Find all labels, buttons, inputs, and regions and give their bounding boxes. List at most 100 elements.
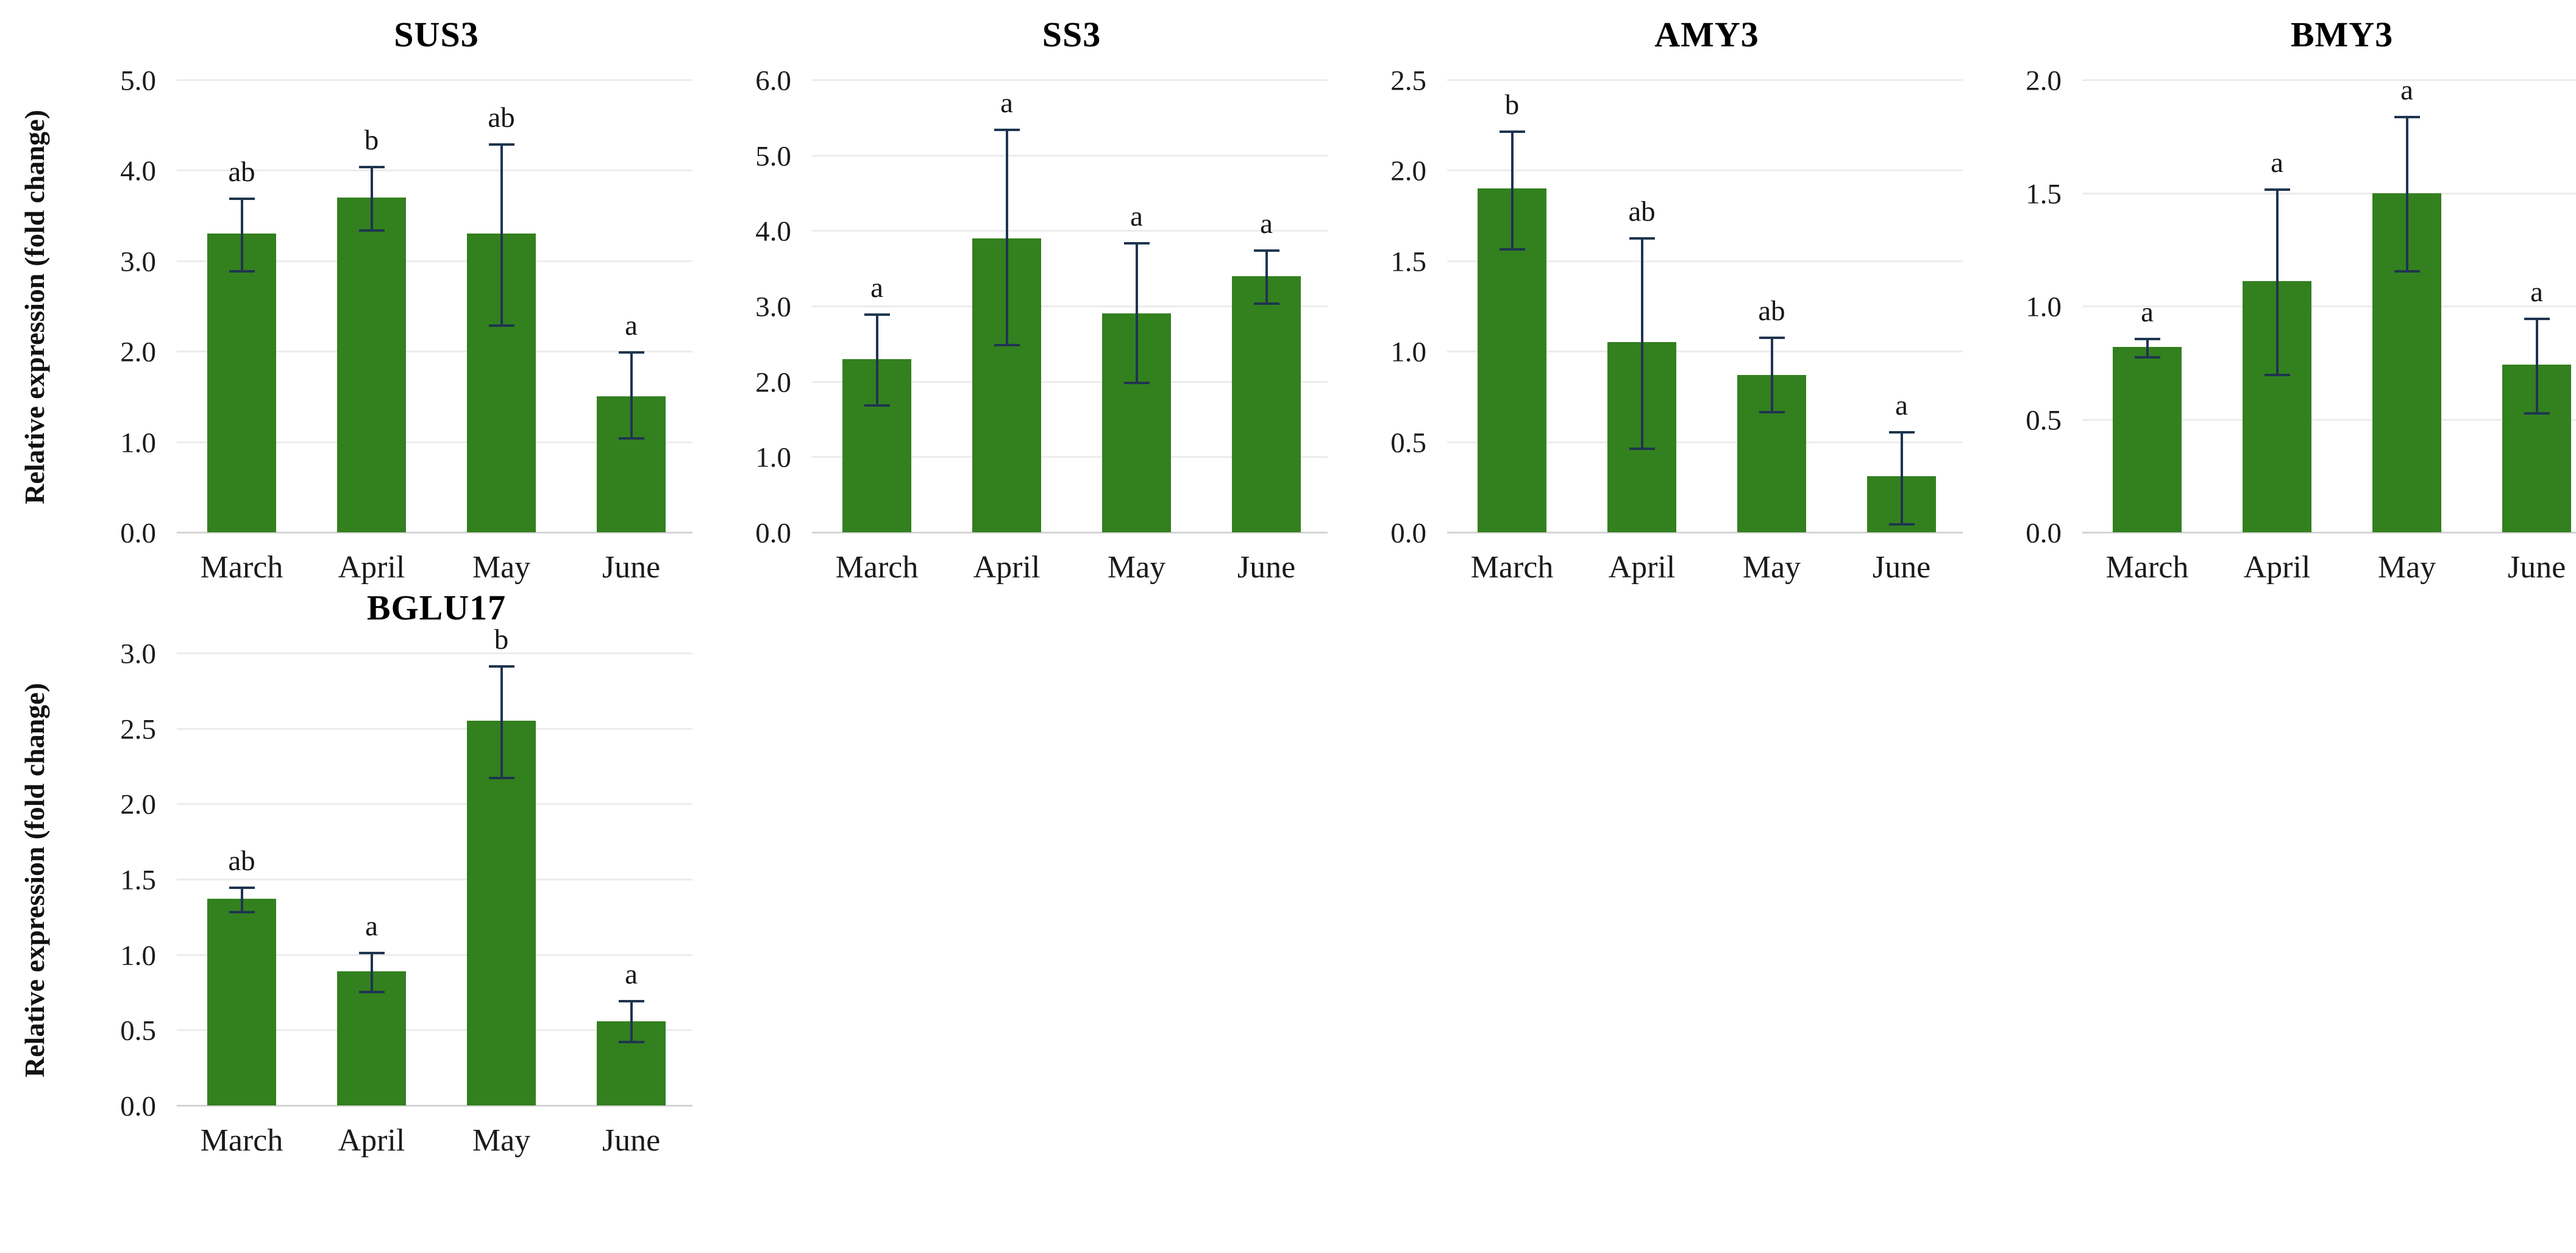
gridline (177, 652, 692, 654)
bar-april (337, 971, 406, 1105)
gridline (812, 305, 1328, 307)
error-bar-cap-top (358, 951, 385, 954)
bar-may (467, 721, 536, 1105)
error-bar-line (1135, 243, 1138, 383)
gridline (177, 727, 692, 730)
error-bar-cap-bottom (994, 343, 1020, 346)
y-tick-label: 3.0 (120, 638, 156, 670)
gridline (177, 879, 692, 880)
chart-body: Relative expression (fold change) 0.0 0.5… (11, 625, 696, 1157)
x-tick-label: June (1872, 550, 1931, 585)
chart-title-row: SS3 (702, 15, 1331, 81)
error-bar-cap-bottom (2394, 270, 2420, 273)
significance-letter: a (2271, 147, 2283, 179)
error-bar-cap-bottom (1888, 523, 1915, 526)
y-tick-label: 4.0 (120, 155, 156, 187)
error-bar-cap-bottom (229, 910, 255, 913)
error-bar-line (630, 1001, 633, 1042)
chart-body: 0.0 0.5 1.0 1.5 2.0 2.5 b March ab April ab May a Ju… (1337, 66, 1966, 584)
y-tick-label: 5.0 (120, 65, 156, 97)
significance-letter: ab (488, 101, 515, 134)
error-bar-line (240, 198, 243, 271)
plot-area: a March a April a May a June (2082, 76, 2576, 584)
plot-area: ab March b April ab May a June (177, 79, 696, 584)
error-bar-cap-bottom (1123, 381, 1150, 384)
error-bar-cap-bottom (2264, 374, 2290, 377)
error-bar-line (1770, 338, 1773, 413)
x-axis-line (2082, 532, 2576, 534)
x-tick-label: May (2377, 550, 2436, 585)
error-bar-cap-bottom (229, 270, 255, 273)
x-tick-label: June (602, 1123, 661, 1158)
x-tick-label: March (1470, 550, 1554, 585)
x-tick-label: April (338, 550, 405, 585)
y-tick-label: 1.5 (1390, 246, 1426, 278)
y-tick-label: 6.0 (755, 65, 791, 97)
gridline (2082, 79, 2576, 81)
significance-letter: a (1000, 87, 1013, 120)
significance-letter: a (2141, 296, 2154, 328)
error-bar-cap-bottom (1629, 447, 1655, 450)
x-tick-label: March (200, 550, 283, 585)
y-tick-label: 0.0 (120, 1090, 156, 1123)
y-tick-label: 2.5 (120, 713, 156, 746)
y-axis-ticks: 0.0 0.5 1.0 1.5 2.0 (1973, 66, 2082, 548)
plot-area: a March a April a May a June (812, 79, 1331, 584)
significance-letter: ab (1758, 295, 1785, 327)
error-bar-line (370, 167, 373, 230)
x-axis-line (1447, 532, 1963, 534)
y-tick-label: 3.0 (755, 291, 791, 323)
error-bar-cap-bottom (618, 437, 644, 440)
error-bar-cap-top (1253, 249, 1279, 252)
chart-ss3: SS3 0.0 1.0 2.0 3.0 4.0 5.0 6.0 a March a April a M… (702, 15, 1331, 584)
error-bar-cap-top (618, 351, 644, 354)
plot-area: ab March a April b May a June (177, 625, 696, 1157)
gridline (812, 380, 1328, 383)
gridline (2082, 418, 2576, 421)
significance-letter: b (364, 124, 379, 156)
error-bar-line (1900, 432, 1903, 525)
error-bar-cap-bottom (2524, 412, 2550, 415)
y-tick-label: 1.0 (120, 940, 156, 972)
gridline (812, 456, 1328, 459)
error-bar-line (500, 666, 503, 778)
error-bar-cap-top (994, 129, 1020, 132)
error-bar-cap-top (1499, 130, 1525, 134)
significance-letter: ab (228, 845, 255, 877)
significance-letter: a (1895, 389, 1908, 421)
error-bar-line (2146, 338, 2149, 357)
x-tick-label: March (835, 550, 919, 585)
gridline (177, 79, 692, 81)
gridline (177, 260, 692, 262)
x-tick-label: May (1742, 550, 1801, 585)
error-bar-cap-top (864, 313, 890, 316)
chart-title: AMY3 (1654, 15, 1759, 54)
error-bar-cap-top (1888, 430, 1915, 434)
significance-letter: a (870, 272, 883, 304)
y-tick-label: 5.0 (755, 140, 791, 173)
y-axis-ticks: 0.0 0.5 1.0 1.5 2.0 2.5 (1337, 66, 1447, 548)
chart-row-top: SUS3 Relative expression (fold change) 0… (11, 15, 2576, 584)
error-bar-cap-bottom (1759, 411, 1785, 414)
significance-letter: a (1260, 208, 1273, 240)
y-tick-label: 0.0 (120, 517, 156, 549)
error-bar-cap-bottom (1253, 302, 1279, 305)
x-tick-label: June (2507, 550, 2566, 585)
x-axis-line (177, 532, 692, 534)
significance-letter: ab (1628, 196, 1656, 228)
chart-title: BMY3 (2290, 15, 2394, 54)
y-tick-label: 0.5 (1390, 427, 1426, 459)
chart-amy3: AMY3 0.0 0.5 1.0 1.5 2.0 2.5 b March ab April ab M… (1337, 15, 1966, 584)
x-tick-label: May (1107, 550, 1166, 585)
gridline (177, 803, 692, 805)
significance-letter: a (2400, 74, 2413, 107)
y-tick-label: 1.0 (120, 427, 156, 459)
error-bar-line (2535, 318, 2538, 414)
y-tick-label: 2.0 (120, 336, 156, 368)
gridline (2082, 192, 2576, 195)
error-bar-cap-top (358, 165, 385, 168)
y-axis-title: Relative expression (fold change) (19, 110, 50, 505)
error-bar-line (630, 352, 633, 439)
plot-area: b March ab April ab May a June (1447, 79, 1966, 584)
error-bar-cap-bottom (358, 229, 385, 232)
